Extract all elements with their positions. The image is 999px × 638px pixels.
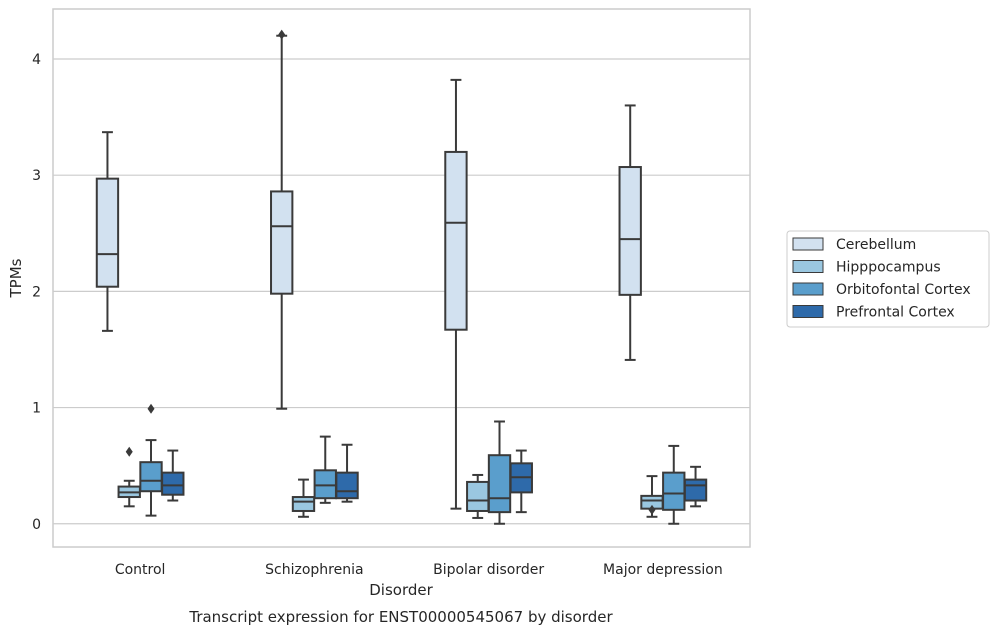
axis-layer: 0 1 2 3 4 Control Schizophrenia Bipolar disorde… [32, 52, 723, 578]
box-iqr [683, 478, 708, 502]
legend-label: Cerebellum [836, 237, 916, 253]
x-axis-label: Disorder [369, 581, 433, 599]
box-layer [95, 29, 708, 525]
box-orbitofontal-cortex [662, 444, 686, 525]
box-iqr [291, 496, 316, 512]
box-iqr [466, 480, 490, 512]
box-iqr [95, 177, 120, 288]
y-tick-label: 1 [32, 401, 41, 417]
box-cerebellum [444, 78, 468, 510]
y-tick-label: 4 [32, 52, 41, 68]
legend-swatch [792, 260, 824, 273]
box-prefrontal-cortex [509, 449, 533, 514]
x-tick-label: Bipolar disorder [433, 562, 544, 578]
x-tick-label: Control [115, 562, 166, 578]
box-cerebellum [618, 104, 642, 361]
plot-frame [52, 8, 751, 548]
legend-label: Prefrontal Cortex [836, 305, 955, 321]
outlier-marker [147, 403, 155, 414]
box-iqr [335, 471, 359, 500]
x-tick-label: Major depression [603, 562, 723, 578]
box-orbitofontal-cortex [139, 403, 163, 517]
box-hipppocampus [117, 446, 141, 508]
grid-layer [53, 58, 750, 525]
box-hipppocampus [640, 475, 664, 518]
y-tick-label: 3 [32, 168, 41, 184]
y-tick-label: 0 [32, 517, 41, 533]
outlier-marker [278, 29, 286, 40]
box-iqr [139, 461, 163, 493]
box-iqr [662, 471, 686, 511]
legend: Cerebellum Hipppocampus Orbitofontal Corte… [786, 230, 990, 328]
box-prefrontal-cortex [335, 443, 359, 503]
box-hipppocampus [291, 478, 316, 518]
box-orbitofontal-cortex [313, 435, 337, 504]
box-iqr [270, 190, 294, 295]
box-prefrontal-cortex [161, 449, 185, 502]
x-tick-label: Schizophrenia [265, 562, 363, 578]
box-iqr [161, 471, 185, 496]
box-iqr [444, 150, 468, 331]
legend-swatch [792, 282, 824, 296]
legend-label: Hipppocampus [836, 260, 941, 276]
outlier-marker [125, 446, 133, 457]
box-iqr [618, 166, 642, 296]
legend-label: Orbitofontal Cortex [836, 282, 971, 298]
box-cerebellum [270, 29, 294, 410]
box-iqr [313, 469, 337, 500]
legend-frame [786, 230, 990, 328]
box-orbitofontal-cortex [487, 420, 512, 525]
legend-items: Cerebellum Hipppocampus Orbitofontal Corte… [792, 237, 971, 321]
outlier-marker [648, 504, 656, 515]
box-cerebellum [95, 131, 120, 332]
box-iqr [487, 454, 512, 514]
y-tick-label: 2 [32, 284, 41, 300]
legend-swatch [792, 305, 824, 318]
box-hipppocampus [466, 473, 490, 519]
legend-swatch [792, 237, 824, 251]
chart-title: Transcript expression for ENST0000054506… [188, 608, 613, 626]
box-prefrontal-cortex [683, 465, 708, 508]
y-axis-label: TPMs [7, 258, 25, 298]
